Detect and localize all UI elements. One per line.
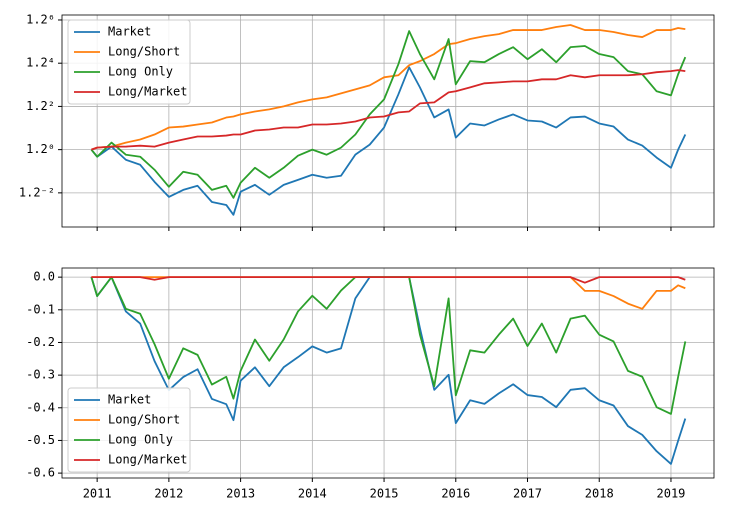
- x-tick-label: 2019: [657, 487, 686, 501]
- subplot: 1.2⁻² 1.2⁰ 1.2² 1.2⁴ 1.2⁶ Market Long/Short Lon…: [19, 12, 715, 231]
- series-line: [91, 24, 686, 151]
- legend-label: Long/Market: [108, 85, 187, 99]
- y-tick-label: -0.5: [26, 433, 55, 447]
- x-tick-label: 2017: [513, 487, 542, 501]
- y-tick-label: 1.2⁴: [26, 56, 55, 70]
- x-tick-label: 2014: [298, 487, 327, 501]
- y-tick-label: -0.6: [26, 466, 55, 480]
- x-tick-label: 2015: [370, 487, 399, 501]
- series-line: [90, 30, 687, 199]
- y-tick-label: 1.2²: [26, 99, 55, 113]
- plot-frame: [61, 267, 715, 479]
- legend-label: Long Only: [108, 433, 173, 447]
- y-tick-label: -0.2: [26, 335, 55, 349]
- legend-label: Market: [108, 25, 151, 39]
- legend-box: [67, 387, 191, 473]
- y-tick-label: 1.2⁶: [26, 12, 55, 26]
- plot-frame: [61, 14, 715, 228]
- series-line: [91, 69, 686, 151]
- legend-label: Long/Short: [108, 413, 180, 427]
- y-tick-label: -0.3: [26, 368, 55, 382]
- legend-box: [67, 19, 191, 105]
- x-tick-label: 2016: [441, 487, 470, 501]
- legend-label: Long/Short: [108, 45, 180, 59]
- series-line: [91, 276, 686, 284]
- series-line: [90, 66, 687, 216]
- legend: Market Long/Short Long Only Long/Market: [67, 387, 191, 473]
- legend-label: Long Only: [108, 65, 173, 79]
- y-tick-label: 1.2⁻²: [19, 185, 55, 199]
- y-tick-label: 0.0: [33, 270, 55, 284]
- legend: Market Long/Short Long Only Long/Market: [67, 19, 191, 105]
- legend-label: Market: [108, 393, 151, 407]
- x-tick-label: 2018: [585, 487, 614, 501]
- subplot: 2011 2012 2013 2014 2015 2016 2017 2018 2019 0.0 -…: [26, 267, 715, 501]
- x-tick-label: 2011: [83, 487, 112, 501]
- y-tick-label: -0.4: [26, 400, 55, 414]
- legend-label: Long/Market: [108, 453, 187, 467]
- x-tick-label: 2013: [226, 487, 255, 501]
- y-tick-label: 1.2⁰: [26, 142, 55, 156]
- y-tick-label: -0.1: [26, 302, 55, 316]
- x-tick-label: 2012: [154, 487, 183, 501]
